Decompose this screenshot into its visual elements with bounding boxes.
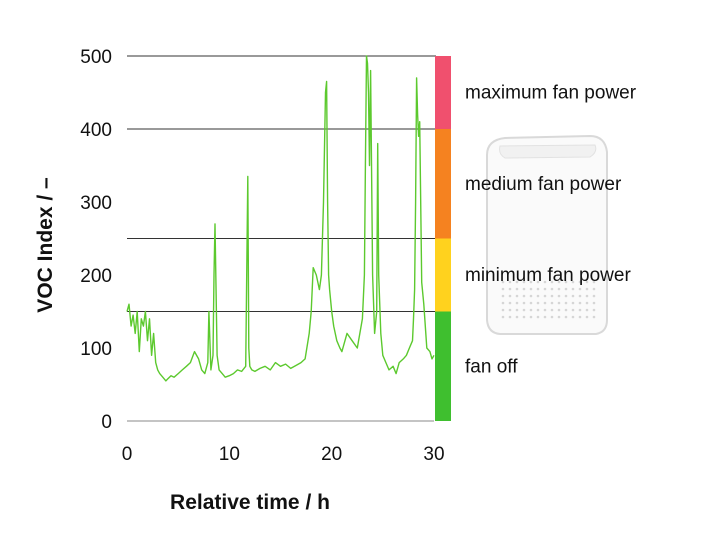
zone-bar <box>435 129 451 239</box>
x-axis-title: Relative time / h <box>170 491 330 514</box>
air-purifier-icon <box>486 134 608 335</box>
y-tick-label: 300 <box>80 193 112 214</box>
x-tick-label: 20 <box>321 444 342 465</box>
y-tick-label: 100 <box>80 339 112 360</box>
y-tick-label: 400 <box>80 120 112 141</box>
x-tick-labels: 0 10 20 30 <box>122 444 445 465</box>
zone-label: fan off <box>465 356 518 377</box>
zone-bar <box>435 56 451 129</box>
y-tick-label: 500 <box>80 47 112 68</box>
voc-series-line <box>126 55 435 382</box>
zone-label: maximum fan power <box>465 83 637 104</box>
x-tick-label: 30 <box>423 444 444 465</box>
y-tick-label: 200 <box>80 266 112 287</box>
zone-label: minimum fan power <box>465 265 631 286</box>
y-axis-title: VOC Index / – <box>34 177 57 313</box>
y-tick-labels: 0 100 200 300 400 500 <box>80 47 112 433</box>
gridlines <box>127 55 436 312</box>
y-tick-label: 0 <box>101 412 112 433</box>
zone-bar <box>435 238 451 312</box>
zone-bar <box>435 311 451 421</box>
zone-bars <box>435 56 451 421</box>
zone-labels: maximum fan power medium fan power minimum… <box>465 83 637 378</box>
x-tick-label: 0 <box>122 444 133 465</box>
x-tick-label: 10 <box>219 444 240 465</box>
zone-label: medium fan power <box>465 174 622 195</box>
